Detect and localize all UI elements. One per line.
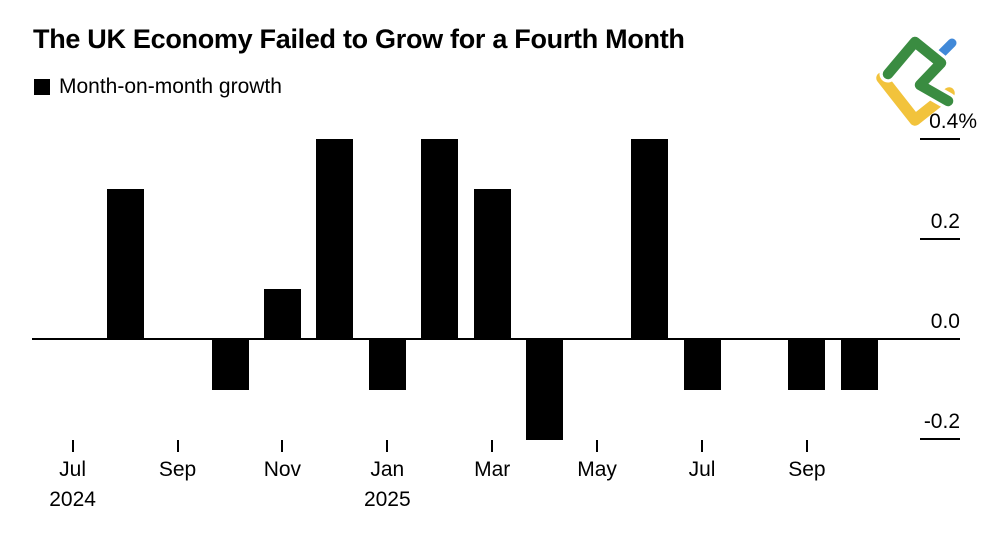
chart-title: The UK Economy Failed to Grow for a Four… (33, 24, 685, 54)
x-axis-label: Jan (370, 458, 405, 481)
bar-dec-2024 (316, 139, 354, 339)
bar-feb-2025 (421, 139, 459, 339)
bar-nov-2024 (263, 289, 301, 339)
x-axis-tick (491, 440, 494, 452)
x-axis-year-label: 2024 (49, 488, 96, 511)
y-axis-label: 0.4% (929, 110, 977, 133)
bar-jun-2025 (631, 139, 669, 339)
x-axis-label: Nov (263, 458, 302, 481)
x-axis-label: Sep (158, 458, 197, 481)
logo-green-mark (882, 36, 954, 107)
x-axis-tick (805, 440, 808, 452)
x-axis-tick (386, 440, 389, 452)
x-axis-year-label: 2025 (363, 488, 411, 511)
x-axis-tick (701, 440, 703, 452)
legend-swatch-icon (34, 78, 50, 95)
zero-axis-line (32, 338, 960, 340)
bar-sep-2025 (788, 340, 826, 390)
bar-mar-2025 (473, 189, 511, 339)
x-axis-label: Mar (474, 458, 511, 481)
x-axis-tick (281, 440, 284, 452)
y-axis-tick (920, 437, 960, 440)
litefinance-logo-icon (876, 33, 957, 126)
x-axis-label: Jul (59, 458, 87, 481)
x-axis-label: Jul (688, 458, 716, 481)
x-axis-tick (596, 440, 599, 452)
bar-jan-2025 (368, 340, 406, 390)
y-axis-tick (920, 137, 960, 140)
x-axis-tick (71, 440, 74, 452)
x-axis-tick (176, 440, 179, 452)
legend: Month-on-month growth (34, 76, 282, 97)
bar-apr-2025 (526, 340, 564, 440)
y-axis-label: 0.2 (930, 210, 960, 233)
x-axis-label: Sep (788, 458, 826, 481)
bar-oct-2024 (211, 340, 249, 390)
y-axis-label: -0.2 (923, 410, 960, 433)
legend-label: Month-on-month growth (59, 75, 282, 98)
x-axis-label: May (577, 458, 617, 481)
bar-aug-2024 (106, 189, 144, 339)
y-axis-tick (920, 237, 960, 240)
y-axis-label: 0.0 (930, 310, 960, 333)
bar-jul-2025 (683, 340, 721, 390)
bar-oct-2025 (840, 340, 878, 390)
